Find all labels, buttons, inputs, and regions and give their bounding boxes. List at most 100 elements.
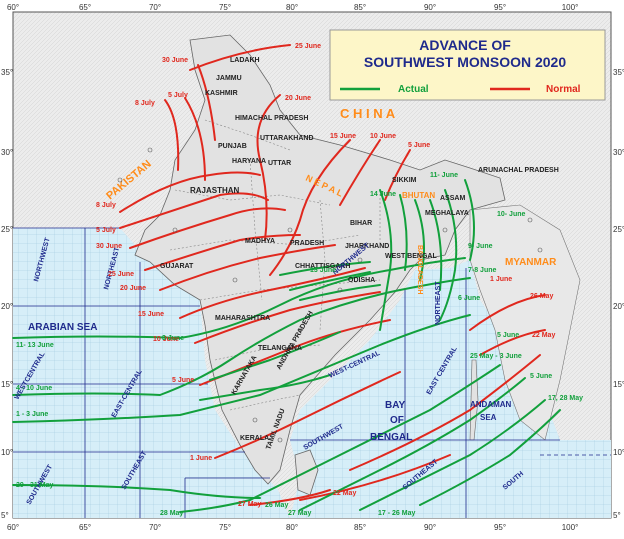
actual-date-14june: 14 June xyxy=(370,191,396,198)
normal-line-26may-a xyxy=(469,294,546,331)
label-of: OF xyxy=(390,415,404,426)
actual-date-1-3june: 1 - 3 June xyxy=(16,411,48,418)
title-line2: SOUTHWEST MONSOON 2020 xyxy=(364,54,566,70)
actual-line-10june-n xyxy=(414,199,425,281)
label-china: C H I N A xyxy=(340,106,396,121)
actual-line-7-8june xyxy=(439,189,458,321)
india-landmass xyxy=(134,34,506,485)
title-line1: ADVANCE OF xyxy=(419,37,511,53)
lat-label-30: 30° xyxy=(1,148,13,157)
state-odisha: ODISHA xyxy=(348,277,375,284)
label-bob-northeast: NORTHEAST xyxy=(435,281,442,325)
actual-date-29-31may: 29 - 31 May xyxy=(16,482,53,489)
lon-label-bottom-70: 70° xyxy=(149,523,161,532)
normal-date-20june-s: 20 June xyxy=(120,285,146,292)
state-chhattisgarh: CHHATTISGARH xyxy=(295,263,350,270)
normal-line-1june xyxy=(214,371,401,459)
state-westbengal: WEST BENGAL xyxy=(385,253,437,260)
lon-label-bottom-80: 80° xyxy=(286,523,298,532)
normal-date-26may-b: 27 May xyxy=(238,501,261,508)
normal-line-10june-s xyxy=(194,291,381,344)
actual-date-10june: 10- June xyxy=(497,211,526,218)
normal-date-22may-b: 22 May xyxy=(333,490,356,497)
state-rajasthan: RAJASTHAN xyxy=(190,186,240,195)
actual-date-7-8june: 7-8 June xyxy=(468,267,497,274)
actual-line-13june-s xyxy=(289,271,371,291)
normal-date-8july-s: 8 July xyxy=(96,202,116,209)
normal-date-15june-n: 15 June xyxy=(330,133,356,140)
actual-date-17-26may: 17 - 26 May xyxy=(378,510,415,517)
lon-label-bottom-85: 85° xyxy=(354,523,366,532)
normal-date-8july-n: 8 July xyxy=(135,100,155,107)
actual-line-1-3june xyxy=(12,314,471,423)
state-jammu: JAMMU xyxy=(216,75,242,82)
normal-line-22may-b xyxy=(479,329,546,356)
normal-date-1june-b: 1 June xyxy=(490,276,512,283)
actual-line-9june xyxy=(429,199,443,291)
lon-label-bottom-95: 95° xyxy=(494,523,506,532)
state-himachal: HIMACHAL PRADESH xyxy=(235,115,308,122)
normal-date-30june-s: 30 June xyxy=(96,243,122,250)
normal-date-22may-a: 22 May xyxy=(532,332,555,339)
actual-date-6june: 6 June xyxy=(458,295,480,302)
lon-label-75: 75° xyxy=(219,3,231,12)
actual-line-11june xyxy=(464,179,475,261)
lat-label-35: 35° xyxy=(1,68,13,77)
state-gujarat: GUJARAT xyxy=(160,263,194,270)
actual-date-9june: 9- June xyxy=(468,243,493,250)
normal-date-26may-a: 26 May xyxy=(530,293,553,300)
actual-date-4-10june: 4 - 10 June xyxy=(16,385,52,392)
label-bhutan: BHUTAN xyxy=(402,191,435,200)
actual-line-5june xyxy=(199,374,331,401)
lat-label-25: 25° xyxy=(1,225,13,234)
lon-label-90: 90° xyxy=(424,3,436,12)
lon-label-100: 100° xyxy=(562,3,579,12)
actual-line-17-26may xyxy=(359,399,546,511)
lat-label-15: 15° xyxy=(1,380,13,389)
label-myanmar: MYANMAR xyxy=(505,257,557,268)
longitude-labels-top: 60° 65° 70° 75° 80° 85° 90° 95° 100° xyxy=(7,3,578,12)
actual-date-26may: 26 May xyxy=(265,502,288,509)
state-pradesh: PRADESH xyxy=(290,240,324,247)
lat-label-right-10: 10° xyxy=(613,448,624,457)
state-assam: ASSAM xyxy=(440,195,465,202)
lat-label-5: 5° xyxy=(1,511,9,520)
state-jharkhand: JHARKHAND xyxy=(345,243,389,250)
actual-date-11-13june: 11- 13 June xyxy=(16,342,54,349)
normal-line-15june-s xyxy=(179,267,366,319)
normal-date-20june-n: 20 June xyxy=(285,95,311,102)
normal-line-8july-n xyxy=(164,99,180,171)
state-meghalaya: MEGHALAYA xyxy=(425,210,469,217)
actual-line-13june-n xyxy=(399,194,408,271)
latitude-labels-right: 35° 30° 25° 20° 15° 10° 5° xyxy=(613,68,624,520)
normal-line-15june xyxy=(269,139,351,276)
normal-date-5july-s: 5 July xyxy=(96,227,116,234)
actual-date-27may: 27 May xyxy=(288,510,311,517)
actual-line-3june xyxy=(209,331,341,381)
normal-line-30june-s xyxy=(129,207,286,249)
state-labels: LADAKH JAMMU KASHMIR HIMACHAL PRADESH PU… xyxy=(160,57,559,451)
normal-date-5june-n: 5 June xyxy=(408,142,430,149)
actual-line-11-13june xyxy=(12,257,466,340)
arabian-sea-grid xyxy=(13,228,290,518)
actual-line-29-31may xyxy=(12,484,261,499)
lat-label-right-25: 25° xyxy=(613,225,624,234)
label-bay: BAY xyxy=(385,400,406,411)
lon-label-bottom-60: 60° xyxy=(7,523,19,532)
normal-date-5june-s: 5 June xyxy=(172,377,194,384)
actual-date-25may-3june: 25 May - 3 June xyxy=(470,353,522,360)
normal-line-30june xyxy=(197,64,216,141)
state-kashmir: KASHMIR xyxy=(205,90,238,97)
lat-label-10: 10° xyxy=(1,448,13,457)
state-bihar: BIHAR xyxy=(350,220,372,227)
lon-label-85: 85° xyxy=(354,3,366,12)
normal-line-5july-s xyxy=(119,192,269,229)
normal-line-20june-n xyxy=(256,94,281,241)
state-sikkim: SIKKIM xyxy=(392,177,417,184)
normal-line-8july-s xyxy=(119,171,261,213)
lat-label-right-20: 20° xyxy=(613,302,624,311)
legend-actual-label: Actual xyxy=(398,84,429,95)
longitude-labels-bottom: 60° 65° 70° 75° 80° 85° 90° 95° 100° xyxy=(7,523,578,532)
label-sea: SEA xyxy=(480,413,497,422)
